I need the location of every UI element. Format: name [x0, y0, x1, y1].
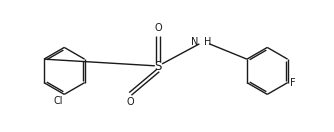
- Text: H: H: [204, 37, 211, 47]
- Text: F: F: [290, 78, 295, 88]
- Text: S: S: [155, 60, 162, 72]
- Text: O: O: [154, 23, 162, 33]
- Text: Cl: Cl: [54, 96, 63, 106]
- Text: O: O: [127, 97, 134, 107]
- Text: N: N: [191, 37, 199, 47]
